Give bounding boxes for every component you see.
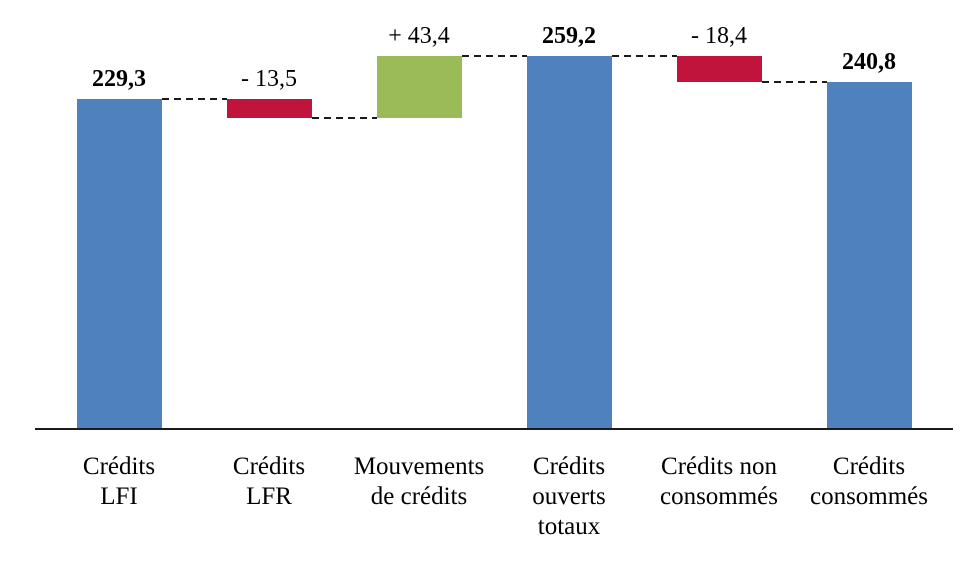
category-label-line: consommés: [809, 483, 929, 510]
value-label-credits-ouverts-totaux: 259,2: [542, 22, 596, 49]
category-label-credits-lfr: Crédits LFR: [169, 452, 369, 512]
category-label-credits-ouverts-totaux: Crédits ouverts totaux: [469, 452, 669, 542]
value-label-credits-lfr: - 13,5: [241, 65, 297, 92]
waterfall-connector-1: [161, 97, 227, 100]
bar-credits-lfi: [76, 98, 162, 429]
category-label-line: LFR: [246, 483, 292, 510]
category-label-line: Crédits non: [661, 453, 777, 480]
bar-credits-lfr: [226, 98, 312, 119]
category-label-line: Crédits: [232, 453, 306, 480]
category-label-line: Crédits: [832, 453, 906, 480]
value-label-credits-non-consommes: - 18,4: [691, 22, 747, 49]
category-label-line: Crédits: [532, 453, 606, 480]
value-label-credits-lfi: 229,3: [92, 65, 146, 92]
category-label-line: Crédits: [82, 453, 156, 480]
category-label-line: LFI: [100, 483, 138, 510]
bar-credits-ouverts-totaux: [526, 55, 612, 429]
category-label-credits-non-consommes: Crédits non consommés: [619, 452, 819, 512]
category-label-line: Mouvements: [353, 453, 485, 480]
waterfall-connector-2: [311, 117, 377, 120]
category-label-line: de crédits: [370, 483, 468, 510]
bar-credits-consommes: [826, 82, 912, 429]
waterfall-connector-3: [461, 54, 527, 57]
category-label-line: consommés: [659, 483, 779, 510]
waterfall-connector-4: [611, 54, 677, 57]
x-axis-line: [35, 428, 953, 430]
waterfall-connector-5: [761, 81, 827, 84]
category-label-credits-lfi: Crédits LFI: [19, 452, 219, 512]
value-label-credits-consommes: 240,8: [842, 49, 896, 76]
category-label-line: totaux: [537, 513, 601, 540]
value-label-mouvements-de-credits: + 43,4: [388, 22, 450, 49]
category-label-credits-consommes: Crédits consommés: [769, 452, 969, 512]
category-label-mouvements-de-credits: Mouvements de crédits: [319, 452, 519, 512]
category-label-line: ouverts: [532, 483, 606, 510]
bar-credits-non-consommes: [676, 55, 762, 83]
bar-mouvements-de-credits: [376, 55, 462, 119]
